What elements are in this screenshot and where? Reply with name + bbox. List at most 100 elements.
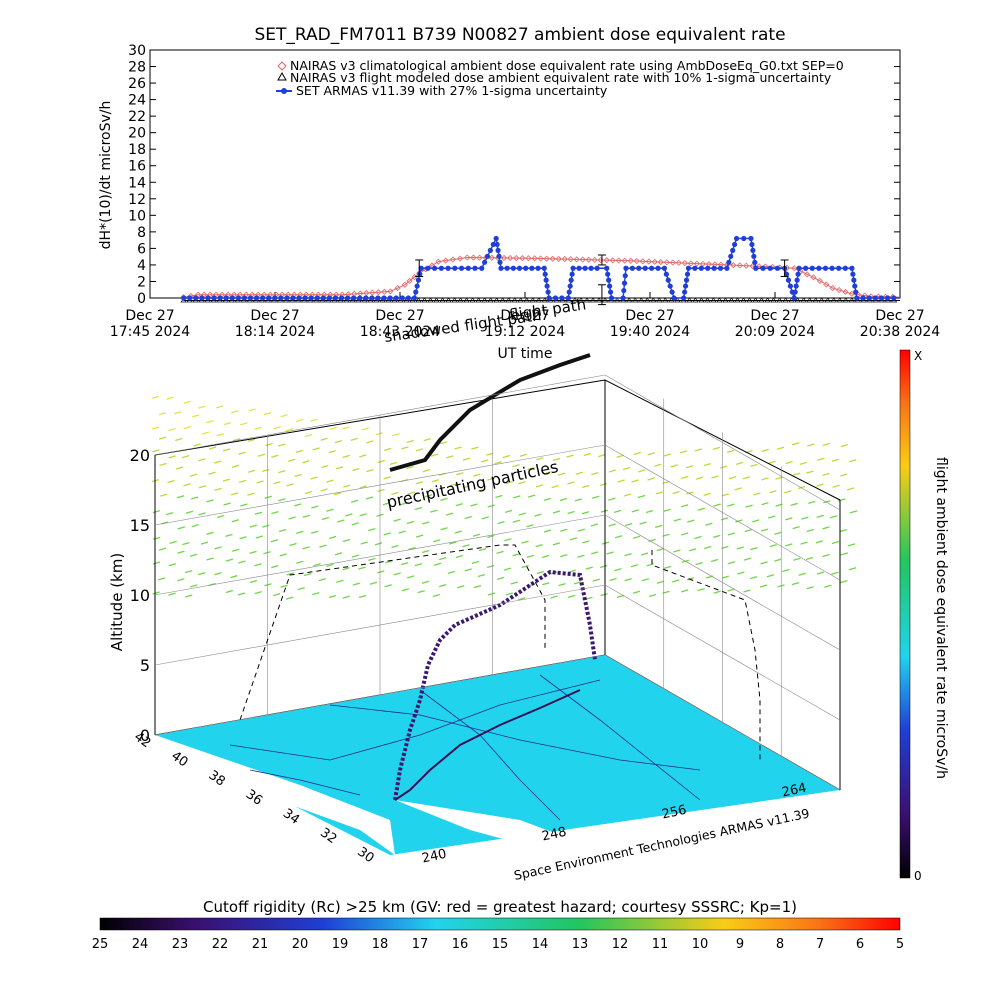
series-point — [567, 283, 573, 289]
dose-field-mark — [792, 442, 800, 446]
dose-field-mark — [297, 587, 305, 591]
dose-field-mark — [656, 580, 665, 584]
dose-field-mark — [847, 487, 855, 491]
dose-field-mark — [822, 472, 830, 476]
state-line — [229, 679, 601, 761]
dose-field-mark — [486, 564, 495, 569]
dose-field-mark — [617, 479, 625, 483]
series-point — [505, 297, 512, 303]
dose-field-mark — [278, 470, 286, 474]
dose-field-mark — [333, 492, 342, 496]
dose-field-mark — [240, 503, 248, 507]
dose-field-mark — [185, 510, 194, 514]
series-point — [686, 297, 693, 303]
dose-field-mark — [581, 511, 590, 515]
dose-field-mark — [336, 579, 344, 583]
flight-path-projection — [389, 353, 591, 472]
dose-field-mark — [760, 561, 768, 565]
series-point — [541, 297, 548, 303]
altitude-axis-ticks: 0 5 10 15 20 — [130, 374, 841, 791]
dose-field-mark — [351, 522, 359, 526]
series-point — [266, 295, 272, 301]
dose-field-mark — [632, 535, 641, 539]
series-point — [710, 297, 717, 303]
dose-field-mark — [326, 563, 334, 568]
dose-field-mark — [352, 467, 360, 472]
dose-field-mark — [257, 453, 266, 457]
dose-field-mark — [673, 518, 681, 522]
dose-field-mark — [536, 457, 544, 461]
dose-field-mark — [265, 442, 273, 447]
y-tick-label: 26 — [128, 76, 146, 92]
dose-field-mark — [697, 507, 706, 511]
series-point — [681, 295, 687, 301]
dose-field-mark — [497, 520, 505, 525]
dose-field-mark — [421, 549, 430, 554]
dose-field-mark — [727, 503, 735, 507]
series-point — [541, 265, 547, 271]
series-point — [595, 297, 603, 303]
series-point — [568, 277, 574, 283]
dose-field-mark — [727, 561, 736, 565]
dose-field-mark — [750, 547, 758, 551]
series-point — [369, 289, 376, 296]
dose-field-mark — [753, 492, 761, 496]
dose-colorbar-top-label: X — [914, 349, 922, 363]
dose-field-mark — [671, 579, 680, 583]
dose-field-mark — [438, 584, 447, 588]
series-point — [656, 297, 663, 303]
series-point — [850, 271, 856, 277]
dose-field-mark — [633, 451, 641, 456]
altitude-gridline — [154, 654, 606, 736]
series-point — [830, 297, 837, 303]
series-point — [571, 297, 579, 303]
dose-field-mark — [285, 428, 294, 432]
series-point — [860, 295, 866, 301]
series-point — [885, 295, 891, 301]
map-ocean-notch — [155, 735, 395, 855]
dose-field-mark — [181, 455, 190, 459]
series-point — [866, 295, 872, 301]
dose-field-mark — [721, 493, 730, 497]
dose-field-mark — [247, 438, 256, 442]
dose-field-mark — [285, 596, 294, 600]
series-point — [603, 257, 610, 264]
dose-field-mark — [662, 533, 670, 537]
dose-field-mark — [560, 554, 568, 558]
dose-field-mark — [727, 532, 736, 536]
altitude-tick-label: 5 — [140, 656, 150, 675]
dose-field-mark — [183, 483, 191, 487]
series-point — [545, 289, 551, 295]
dose-field-mark — [365, 496, 374, 500]
dose-field-mark — [256, 480, 264, 484]
dose-field-mark — [680, 504, 689, 508]
dose-field-mark — [761, 448, 769, 452]
series-point — [345, 295, 351, 301]
series-point — [476, 254, 483, 261]
dose-field-mark — [568, 569, 576, 573]
dose-field-mark — [728, 476, 737, 480]
rigidity-colorbar-title: Cutoff rigidity (Rc) >25 km (GV: red = g… — [203, 898, 797, 916]
dose-field-mark — [824, 584, 832, 588]
dose-field-mark — [351, 554, 360, 558]
dose-field-mark — [401, 588, 410, 592]
series-point — [764, 297, 771, 303]
series-point — [247, 295, 254, 301]
dose-field-mark — [527, 494, 536, 498]
series-point — [438, 265, 444, 271]
series-point — [753, 265, 759, 271]
dose-field-mark — [822, 526, 830, 530]
series-point — [484, 253, 491, 259]
dose-field-mark — [713, 503, 721, 507]
dose-field-mark — [198, 485, 207, 489]
rigidity-colorbar-gradient — [99, 917, 901, 931]
series-point — [589, 297, 597, 303]
dose-field-mark — [206, 531, 214, 535]
series-point — [636, 265, 642, 271]
dose-field-mark — [422, 469, 431, 473]
series-point — [806, 297, 813, 303]
dose-field-mark — [774, 531, 782, 535]
rigidity-tick-label: 14 — [532, 937, 549, 952]
dose-field-mark — [225, 558, 234, 562]
